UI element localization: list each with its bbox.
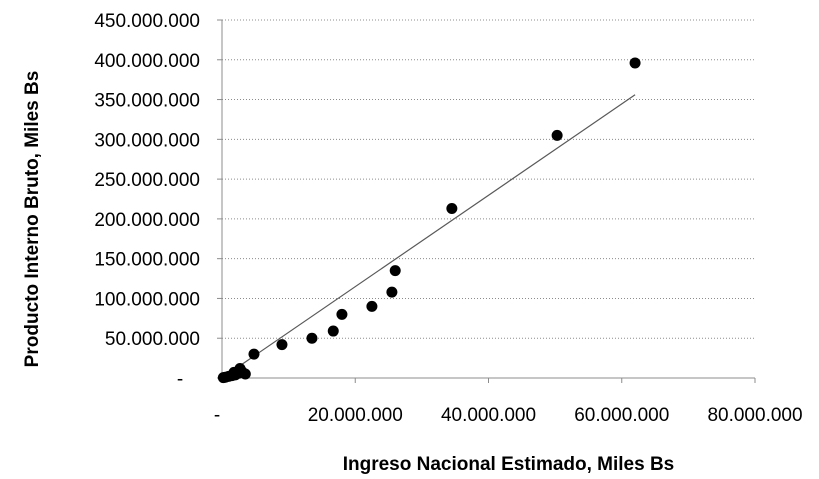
y-tick-label: 100.000.000: [94, 289, 200, 310]
trend-line: [221, 94, 636, 379]
data-point: [234, 362, 246, 374]
y-tick-label: 450.000.000: [94, 11, 200, 32]
y-tick-label: 300.000.000: [94, 130, 200, 151]
data-point: [389, 265, 401, 277]
y-tick-label: 150.000.000: [94, 250, 200, 271]
data-point: [327, 325, 339, 337]
y-axis-title: Producto Interno Bruto, Miles Bs: [22, 71, 43, 368]
y-tick-label: 350.000.000: [94, 91, 200, 112]
data-point: [629, 57, 641, 69]
tick-labels: - 50.000.000 100.000.000 150.000.000 200.000…: [94, 11, 802, 426]
y-tick-label: 400.000.000: [94, 51, 200, 72]
x-axis-title: Ingreso Nacional Estimado, Miles Bs: [343, 454, 675, 475]
x-tick-label: 80.000.000: [707, 405, 802, 426]
y-tick-label: 50.000.000: [105, 329, 200, 350]
data-point: [366, 300, 378, 312]
y-tick-label: 250.000.000: [94, 170, 200, 191]
data-point: [551, 129, 563, 141]
x-tick-label: 40.000.000: [441, 405, 536, 426]
data-point: [446, 203, 458, 215]
x-tick-label: 20.000.000: [308, 405, 403, 426]
x-tick-label: 60.000.000: [574, 405, 669, 426]
y-tick-label: 200.000.000: [94, 210, 200, 231]
data-point: [336, 308, 348, 320]
data-point: [276, 339, 288, 351]
data-points: [217, 57, 641, 384]
data-point: [248, 348, 260, 360]
data-point: [306, 332, 318, 344]
x-tick-label: -: [214, 405, 220, 426]
y-tick-label: -: [177, 369, 183, 390]
axes: [217, 19, 756, 383]
data-point: [386, 286, 398, 298]
gridlines: [222, 19, 755, 339]
